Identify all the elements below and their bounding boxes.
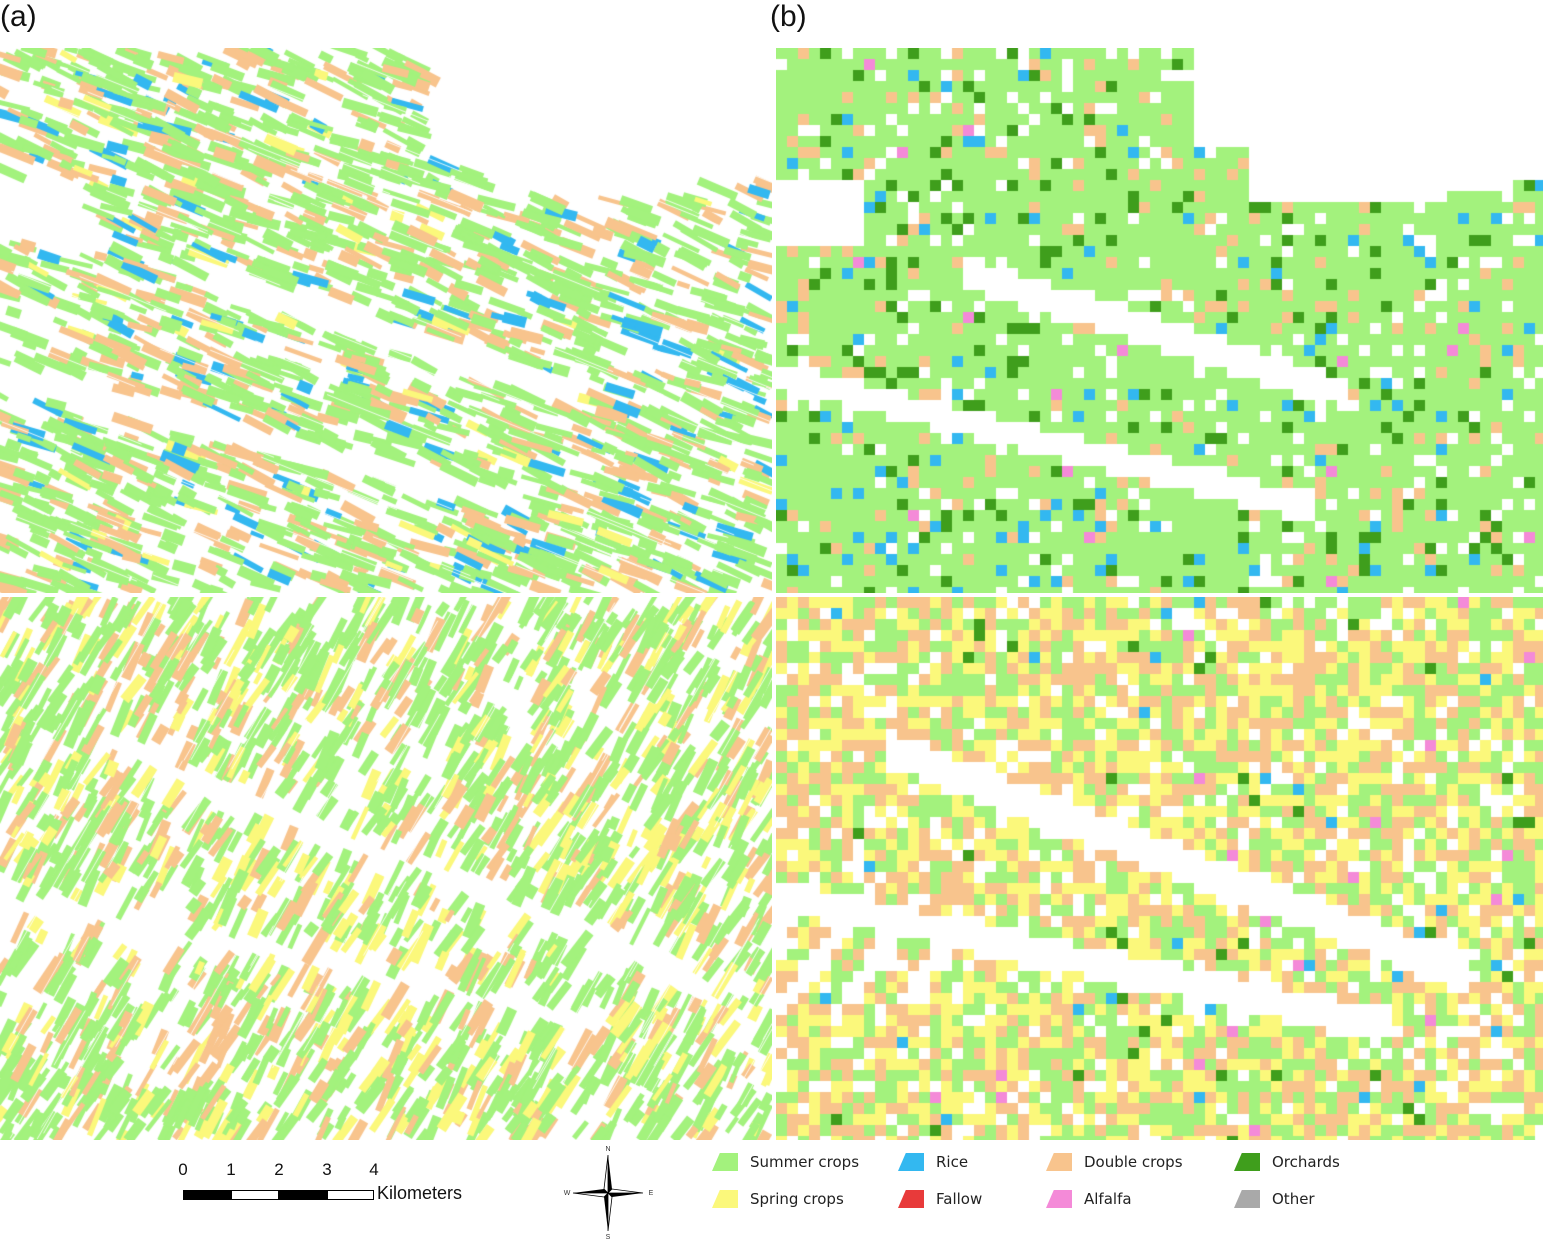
legend-item-alfalfa: Alfalfa — [1046, 1187, 1132, 1211]
legend-label: Alfalfa — [1084, 1190, 1132, 1208]
legend-item-rice: Rice — [898, 1150, 968, 1174]
legend-swatch — [712, 1153, 738, 1171]
legend-swatch — [1234, 1190, 1260, 1208]
panel-label-a: (a) — [0, 0, 37, 33]
legend-label: Rice — [936, 1153, 969, 1171]
scale-tick-label: 1 — [226, 1160, 236, 1179]
map-b-top — [776, 48, 1543, 593]
legend: Summer crops Spring crops Rice Fallow Do… — [710, 1150, 1350, 1220]
legend-item-summer-crops: Summer crops — [712, 1150, 859, 1174]
legend-swatch — [898, 1190, 924, 1208]
compass-w-label: W — [564, 1190, 571, 1197]
legend-swatch — [1046, 1153, 1072, 1171]
legend-item-other: Other — [1234, 1187, 1315, 1211]
legend-label: Fallow — [936, 1190, 983, 1208]
scale-tick-label: 3 — [322, 1160, 332, 1179]
legend-swatch — [898, 1153, 924, 1171]
compass-s-label: S — [606, 1234, 611, 1240]
scale-tick-label: 2 — [274, 1160, 284, 1179]
legend-swatch — [1234, 1153, 1260, 1171]
compass-n-label: N — [605, 1146, 610, 1153]
panel-label-b: (b) — [770, 0, 807, 33]
scale-tick-label: 0 — [178, 1160, 188, 1179]
legend-swatch — [712, 1190, 738, 1208]
legend-item-spring-crops: Spring crops — [712, 1187, 844, 1211]
legend-label: Other — [1272, 1190, 1315, 1208]
legend-label: Double crops — [1084, 1153, 1183, 1171]
scale-segment — [231, 1190, 279, 1200]
scale-bar: 0 1 2 3 4 Kilometers — [160, 1160, 520, 1220]
compass-e-label: E — [649, 1190, 653, 1197]
legend-item-orchards: Orchards — [1234, 1150, 1340, 1174]
map-a-bottom — [0, 597, 772, 1140]
legend-item-double-crops: Double crops — [1046, 1150, 1183, 1174]
scale-tick-label: 4 — [369, 1160, 379, 1179]
legend-item-fallow: Fallow — [898, 1187, 982, 1211]
legend-swatch — [1046, 1190, 1072, 1208]
scale-segment — [183, 1190, 231, 1200]
scale-segment — [327, 1190, 374, 1200]
scale-bar-segments — [183, 1190, 374, 1200]
legend-label: Orchards — [1272, 1153, 1340, 1171]
map-a-top — [0, 48, 772, 593]
map-b-bottom — [776, 597, 1543, 1140]
legend-label: Spring crops — [750, 1190, 844, 1208]
north-arrow-icon: N S W E — [563, 1143, 654, 1241]
scale-unit-label: Kilometers — [377, 1183, 463, 1203]
scale-segment — [279, 1190, 327, 1200]
legend-label: Summer crops — [750, 1153, 860, 1171]
